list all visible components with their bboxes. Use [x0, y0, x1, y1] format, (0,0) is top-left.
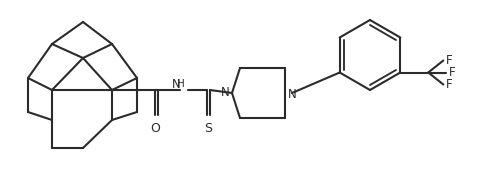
Text: N: N	[287, 89, 296, 102]
Text: F: F	[448, 66, 455, 79]
Text: O: O	[150, 122, 160, 135]
Text: F: F	[445, 78, 452, 91]
Text: N: N	[220, 86, 229, 100]
Text: N: N	[171, 78, 180, 91]
Text: H: H	[177, 79, 184, 89]
Text: S: S	[204, 122, 212, 135]
Text: F: F	[445, 54, 452, 67]
